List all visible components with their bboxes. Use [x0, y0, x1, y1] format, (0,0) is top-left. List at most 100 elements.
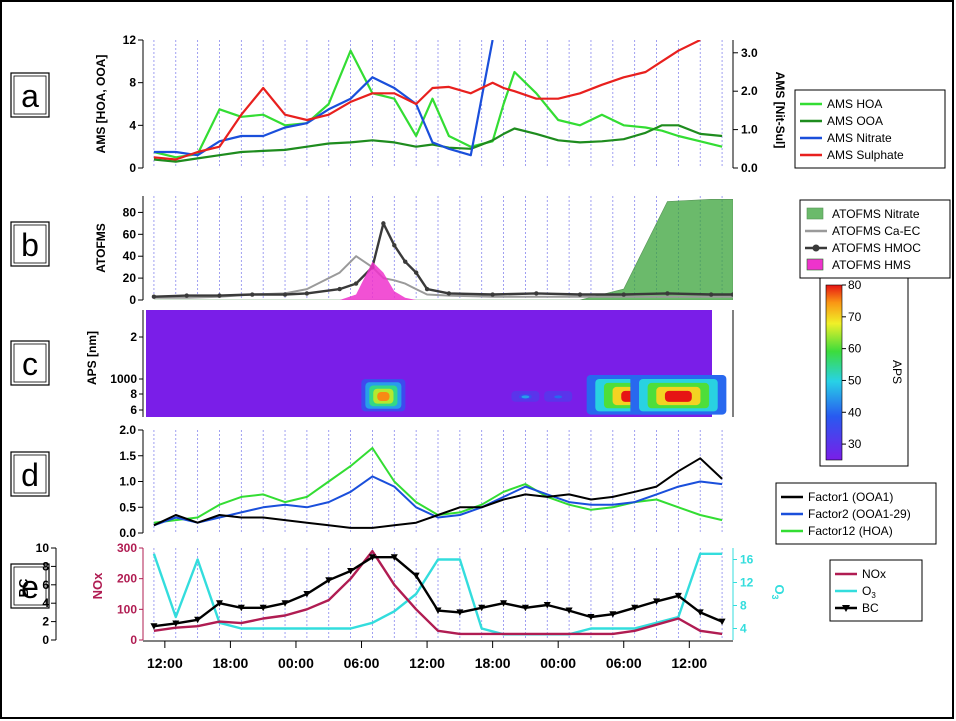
panel-a-left-tick-label: 8	[129, 76, 136, 90]
legend-a: AMS HOA AMS OOA AMS Nitrate AMS Sulphate	[794, 89, 946, 169]
panel-label-box	[10, 340, 50, 386]
series-line-ams-sulphate	[153, 40, 701, 161]
hmoc-marker	[250, 292, 255, 297]
panel-c-tick-label: 2	[130, 330, 137, 344]
panel-d-left-tick-label: 1.5	[119, 449, 136, 463]
legend-label: BC	[862, 601, 879, 615]
series-line-factor2-ooa1-29-	[153, 475, 723, 527]
panel-b-left-tick-label: 0	[129, 293, 136, 307]
panel-label-inner-box	[13, 224, 47, 264]
bc-marker	[434, 607, 442, 615]
heatmap-hotspot	[377, 391, 390, 402]
colorbar-tick-label: 60	[848, 342, 862, 356]
panel-e-bc-tick-label: 6	[42, 578, 49, 592]
panel-e-nox-tick-label: 100	[117, 602, 137, 616]
legend-label: ATOFMS HMOC	[832, 241, 921, 255]
time-axis-tick-label: 12:00	[671, 655, 707, 671]
panel-label-e: e	[10, 563, 50, 609]
series-line-ams-hoa	[153, 49, 723, 159]
panel-e-bc-tick-label: 10	[36, 541, 50, 555]
bc-marker	[150, 623, 158, 630]
panel-b-left-tick-label: 20	[123, 271, 137, 285]
heatmap-hotspot	[521, 395, 530, 399]
legend-swatch	[806, 207, 824, 220]
time-axis-tick-label: 12:00	[409, 655, 445, 671]
panel-b-left-tick-label: 80	[123, 205, 137, 219]
panel-d-left-tick-label: 2.0	[119, 423, 136, 437]
hmoc-marker	[577, 292, 583, 297]
panel-e-bc-tick-label: 8	[42, 559, 49, 573]
legend-label: Factor1 (OOA1)	[808, 490, 893, 504]
hmoc-marker	[708, 292, 714, 297]
hmoc-marker	[381, 221, 386, 226]
hmoc-marker	[413, 270, 419, 275]
time-axis-tick-label: 06:00	[344, 655, 380, 671]
bc-marker	[587, 614, 595, 621]
panel-label-a: a	[10, 72, 50, 118]
bc-marker	[259, 604, 267, 612]
panel-d-plot	[153, 447, 723, 529]
colorbar-tick-label: 40	[848, 405, 862, 419]
legend-label: ATOFMS HMS	[832, 258, 911, 272]
bc-marker	[347, 568, 355, 575]
hmoc-marker	[282, 292, 288, 297]
time-axis-tick-label: 00:00	[278, 655, 314, 671]
panel-c-tick-label: 1000	[110, 372, 137, 386]
panel-label-text: d	[21, 457, 39, 493]
hmoc-marker	[184, 293, 189, 298]
bc-marker	[368, 554, 376, 561]
heatmap-hotspot	[554, 395, 563, 399]
hmoc-marker	[665, 291, 670, 296]
panel-e-nox-tick-label: 200	[117, 572, 137, 586]
colorbar-tick-label: 80	[848, 278, 862, 292]
panel-label-box	[10, 72, 50, 118]
panel-label-inner-box	[13, 75, 47, 115]
bc-marker	[565, 607, 573, 615]
panel-a-ylabel: AMS [HOA, OOA]	[94, 55, 108, 154]
hmoc-marker	[151, 294, 157, 299]
panel-e-o3-subscript: 3	[770, 595, 780, 600]
hmoc-marker	[392, 243, 397, 248]
panel-a-left-tick-label: 0	[129, 161, 136, 175]
panel-a-ylabel-right: AMS [Nit-Sul]	[773, 72, 787, 149]
hmoc-marker	[353, 281, 359, 286]
panel-label-text: b	[21, 227, 39, 263]
panel-d-left-tick-label: 1.0	[119, 475, 136, 489]
panel-a-left-tick-label: 12	[123, 33, 137, 47]
time-axis-tick-label: 18:00	[475, 655, 511, 671]
colorbar-ramp	[825, 284, 843, 461]
bc-marker	[696, 609, 704, 616]
panel-label-text: c	[22, 346, 38, 382]
legend-label: AMS HOA	[827, 97, 882, 111]
hmoc-marker	[304, 291, 310, 296]
panel-a: a 0 4 8 12 AMS [HOA, OOA] 0.0 1.0 2.0 3.0 AMS [Nit…	[10, 33, 787, 175]
bc-marker	[631, 604, 639, 612]
series-atofms-nitrate-bars	[153, 199, 733, 300]
colorbar: 30 40 50 60 70 80 APS	[819, 277, 909, 467]
panel-b-left-tick-label: 40	[123, 249, 137, 263]
bc-marker	[500, 600, 508, 607]
panel-e-nox-label: NOx	[90, 572, 105, 600]
panel-a-right-tick-label: 2.0	[741, 84, 758, 98]
bc-marker	[281, 600, 289, 607]
bc-marker	[412, 572, 420, 580]
panel-e-bc-tick-label: 4	[42, 596, 49, 610]
series-line-o3	[152, 552, 723, 636]
hmoc-marker	[534, 291, 539, 296]
hmoc-marker	[424, 286, 430, 292]
hmoc-marker	[337, 286, 342, 292]
legend-marker	[812, 244, 820, 252]
legend-label: AMS Sulphate	[827, 148, 904, 162]
legends: AMS HOA AMS OOA AMS Nitrate AMS Sulphate ATO…	[775, 89, 951, 622]
legend-swatch	[806, 258, 824, 271]
time-axis: 12:00 18:00 00:00 06:00 12:00 18:00 00:00 06:00…	[143, 640, 733, 671]
bc-marker	[478, 604, 486, 612]
panel-e-bc-tick-label: 2	[42, 615, 49, 629]
legend-d: Factor1 (OOA1) Factor2 (OOA1-29) Factor12 …	[775, 482, 937, 545]
time-axis-tick-label: 12:00	[147, 655, 183, 671]
bc-marker	[521, 604, 529, 612]
